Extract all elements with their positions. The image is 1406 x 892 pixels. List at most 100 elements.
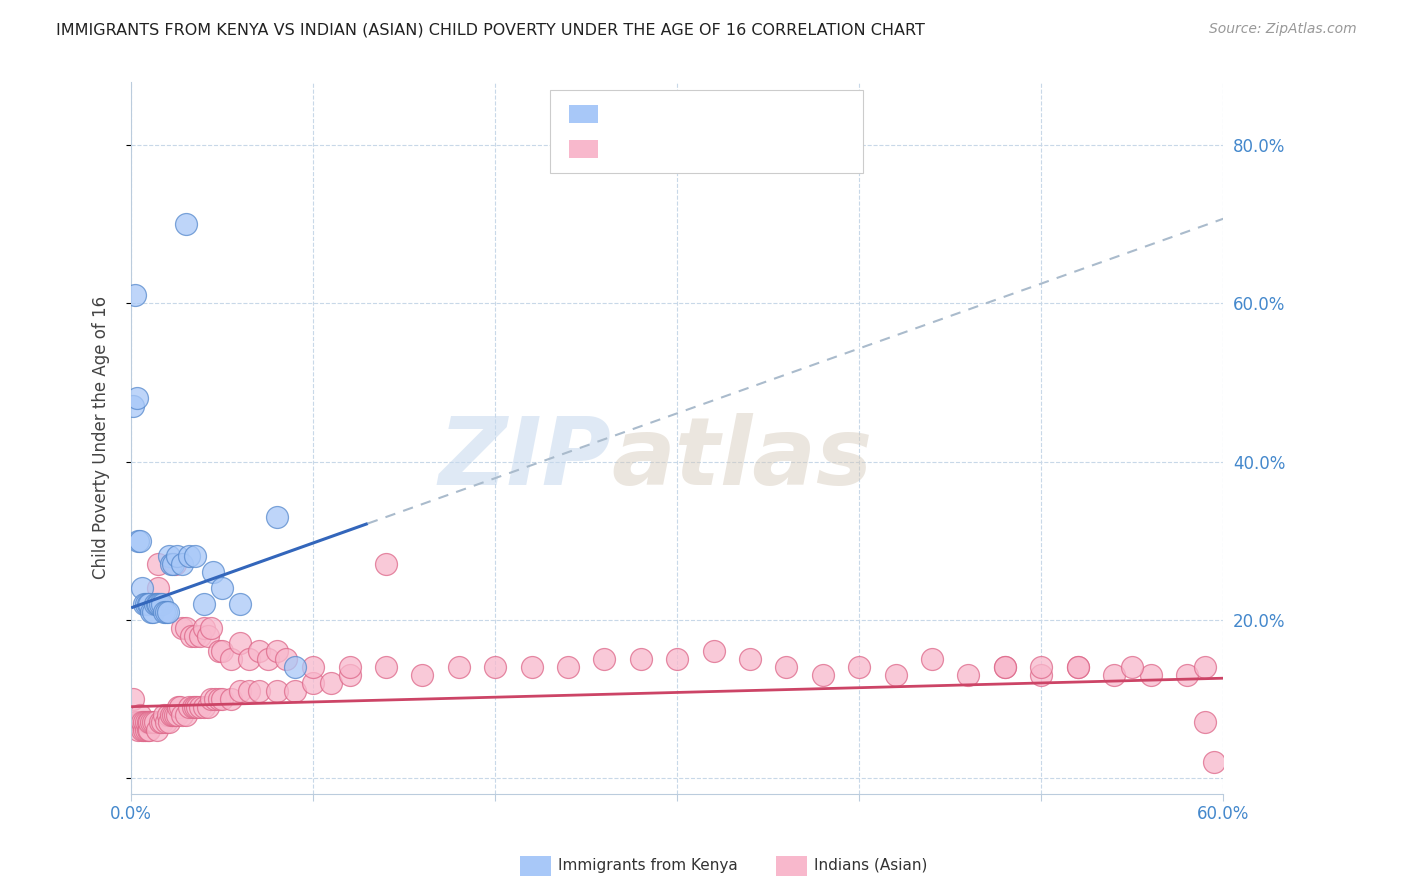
Text: ZIP: ZIP	[439, 413, 612, 505]
Text: 0.158: 0.158	[638, 105, 686, 123]
Text: Source: ZipAtlas.com: Source: ZipAtlas.com	[1209, 22, 1357, 37]
Point	[738, 652, 761, 666]
Point	[143, 597, 166, 611]
Point	[166, 549, 188, 564]
Point	[149, 597, 172, 611]
Point	[127, 723, 149, 738]
Point	[122, 399, 145, 413]
Point	[811, 668, 834, 682]
Point	[163, 558, 186, 572]
Point	[166, 707, 188, 722]
Point	[193, 597, 215, 611]
Point	[142, 605, 165, 619]
Point	[160, 707, 183, 722]
Point	[229, 636, 252, 650]
Point	[138, 723, 160, 738]
Point	[339, 660, 361, 674]
Point	[163, 707, 186, 722]
Point	[211, 691, 233, 706]
Point	[1139, 668, 1161, 682]
Point	[145, 597, 167, 611]
Point	[179, 549, 201, 564]
Point	[1175, 668, 1198, 682]
Point	[274, 652, 297, 666]
Point	[703, 644, 725, 658]
Point	[202, 566, 225, 580]
Point	[884, 668, 907, 682]
Point	[266, 509, 288, 524]
Point	[193, 699, 215, 714]
Point	[138, 597, 160, 611]
Point	[131, 715, 153, 730]
Point	[994, 660, 1017, 674]
Point	[181, 699, 204, 714]
Point	[153, 707, 176, 722]
Point	[1067, 660, 1090, 674]
Point	[179, 699, 201, 714]
Point	[302, 660, 325, 674]
Point	[124, 715, 146, 730]
Point	[775, 660, 797, 674]
Point	[156, 605, 179, 619]
Point	[129, 707, 152, 722]
Point	[129, 715, 152, 730]
Point	[321, 676, 343, 690]
Point	[153, 605, 176, 619]
Point	[266, 684, 288, 698]
Point	[148, 558, 170, 572]
Point	[167, 699, 190, 714]
Point	[142, 715, 165, 730]
Point	[666, 652, 689, 666]
Point	[557, 660, 579, 674]
Point	[266, 644, 288, 658]
Point	[135, 597, 157, 611]
Point	[122, 691, 145, 706]
Point	[180, 628, 202, 642]
Point	[284, 660, 307, 674]
Point	[302, 676, 325, 690]
Text: N =: N =	[703, 140, 740, 158]
Point	[136, 597, 159, 611]
Point	[174, 707, 197, 722]
Point	[207, 644, 229, 658]
Point	[132, 597, 155, 611]
Point	[1121, 660, 1143, 674]
Point	[160, 558, 183, 572]
Text: N =: N =	[703, 105, 740, 123]
Text: atlas: atlas	[612, 413, 873, 505]
Point	[520, 660, 543, 674]
Point	[124, 288, 146, 302]
Point	[149, 715, 172, 730]
Point	[125, 391, 148, 405]
Point	[145, 723, 167, 738]
Point	[138, 715, 160, 730]
Text: Immigrants from Kenya: Immigrants from Kenya	[558, 858, 738, 872]
Point	[207, 691, 229, 706]
Point	[148, 597, 170, 611]
Point	[184, 549, 207, 564]
Text: 0.112: 0.112	[638, 140, 686, 158]
Point	[174, 621, 197, 635]
Point	[204, 691, 226, 706]
Point	[229, 597, 252, 611]
Point	[193, 621, 215, 635]
Point	[127, 533, 149, 548]
Point	[143, 715, 166, 730]
Point	[129, 533, 152, 548]
Point	[229, 684, 252, 698]
Point	[155, 605, 177, 619]
Point	[1194, 660, 1216, 674]
Y-axis label: Child Poverty Under the Age of 16: Child Poverty Under the Age of 16	[93, 296, 110, 579]
Point	[150, 715, 173, 730]
Point	[1031, 668, 1053, 682]
Point	[1194, 715, 1216, 730]
Point	[200, 691, 222, 706]
Point	[169, 699, 191, 714]
Point	[131, 581, 153, 595]
Point	[150, 597, 173, 611]
Point	[186, 699, 208, 714]
Point	[1102, 668, 1125, 682]
Point	[157, 549, 180, 564]
Point	[238, 684, 260, 698]
Point	[136, 715, 159, 730]
